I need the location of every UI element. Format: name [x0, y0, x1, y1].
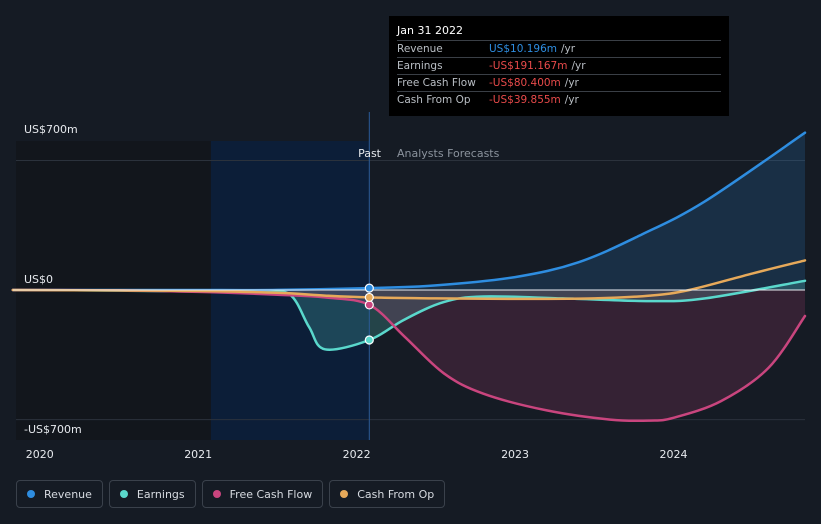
tooltip-label: Cash From Op — [397, 94, 471, 106]
tooltip-unit: /yr — [571, 60, 586, 72]
legend-item-earnings[interactable]: Earnings — [108, 480, 196, 508]
data-tooltip: Jan 31 2022 Revenue US$10.196m /yr Earni… — [389, 16, 729, 116]
free-cash-flow-area — [12, 290, 806, 421]
tooltip-row-free-cash-flow: Free Cash Flow -US$80.400m /yr — [397, 74, 721, 91]
legend-dot-icon — [27, 490, 35, 498]
legend-dot-icon — [212, 490, 221, 498]
tooltip-label: Revenue — [397, 43, 443, 55]
legend-dot-icon — [340, 490, 349, 498]
cash-from-op-marker — [364, 292, 374, 303]
tooltip-label: Free Cash Flow — [397, 77, 476, 89]
tooltip-value: -US$80.400m — [489, 77, 561, 89]
legend-label: Cash From Op — [357, 487, 435, 501]
legend-label: Revenue — [44, 487, 92, 501]
x-tick-label-2023: 2023 — [501, 448, 529, 461]
x-tick-label-2024: 2024 — [660, 448, 688, 461]
tooltip-date: Jan 31 2022 — [397, 24, 463, 37]
legend-item-revenue[interactable]: Revenue — [16, 480, 103, 508]
chart-legend: Revenue Earnings Free Cash Flow Cash Fro… — [16, 480, 446, 508]
forecast-label: Analysts Forecasts — [397, 147, 500, 160]
highlight-markers — [364, 283, 374, 345]
legend-item-cash-from-op[interactable]: Cash From Op — [329, 480, 446, 508]
tooltip-value: -US$39.855m — [489, 94, 561, 106]
tooltip-label: Earnings — [397, 60, 443, 72]
revenue-area — [12, 132, 806, 291]
tooltip-row-revenue: Revenue US$10.196m /yr — [397, 40, 721, 57]
tooltip-unit: /yr — [561, 43, 576, 55]
tooltip-row-earnings: Earnings -US$191.167m /yr — [397, 57, 721, 74]
y-tick-label-700: US$700m — [24, 123, 78, 136]
x-tick-label-2022: 2022 — [343, 448, 371, 461]
gridlines — [16, 159, 805, 421]
free-cash-flow-marker — [364, 300, 374, 310]
tooltip-unit: /yr — [564, 77, 579, 89]
tooltip-unit: /yr — [564, 94, 579, 106]
y-tick-label-0: US$0 — [24, 273, 53, 286]
legend-dot-icon — [119, 490, 128, 498]
revenue-marker — [364, 283, 374, 293]
past-label: Past — [358, 147, 382, 160]
tooltip-value: US$10.196m — [489, 43, 557, 55]
x-tick-label-2021: 2021 — [184, 448, 212, 461]
legend-item-free-cash-flow[interactable]: Free Cash Flow — [201, 480, 324, 508]
tooltip-row-cash-from-op: Cash From Op -US$39.855m /yr — [397, 91, 721, 108]
y-tick-label-neg700: -US$700m — [24, 423, 82, 436]
tooltip-value: -US$191.167m — [489, 60, 568, 72]
x-tick-label-2020: 2020 — [26, 448, 54, 461]
earnings-marker — [364, 335, 374, 345]
legend-label: Earnings — [136, 487, 185, 501]
legend-label: Free Cash Flow — [229, 487, 313, 501]
